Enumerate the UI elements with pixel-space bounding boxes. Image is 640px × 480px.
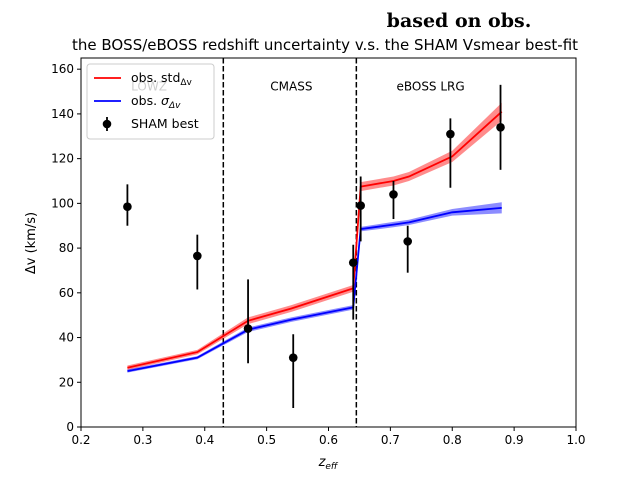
x-tick-label: 1.0 (566, 433, 585, 447)
data-point-8 (446, 118, 455, 188)
y-tick-label: 80 (59, 241, 74, 255)
plot-area: LOWZCMASSeBOSS LRG (80, 57, 577, 428)
data-point-7 (403, 225, 413, 273)
y-axis: 0 20 40 60 80 100 120 140 160 (51, 62, 81, 434)
data-point-9 (496, 84, 505, 170)
x-tick-label: 0.3 (133, 433, 152, 447)
data-point-1 (193, 234, 202, 290)
point-marker (123, 202, 132, 212)
series-band-0 (127, 102, 502, 370)
data-point-5 (356, 176, 365, 242)
series-band-1 (127, 202, 502, 373)
point-marker (348, 258, 358, 267)
legend-label-std: obs. stdΔv (131, 70, 193, 88)
y-tick-label: 100 (51, 196, 74, 210)
point-marker (356, 201, 365, 210)
legend-box (86, 63, 215, 140)
series-line-0 (127, 111, 503, 369)
series-line-1 (127, 206, 502, 372)
x-tick-label: 0.2 (71, 433, 90, 447)
x-tick-label: 0.5 (257, 433, 276, 447)
point-marker (496, 123, 505, 132)
legend-label-sham: SHAM best (131, 116, 199, 131)
y-tick-label: 40 (59, 331, 74, 345)
chart-title: the BOSS/eBOSS redshift uncertainty v.s.… (72, 36, 578, 54)
point-marker (403, 237, 413, 246)
data-point-2 (243, 279, 253, 364)
point-marker (243, 324, 253, 333)
x-tick-label: 0.6 (319, 433, 338, 447)
y-tick-label: 160 (51, 62, 74, 76)
legend-swatch-sham-marker (102, 119, 112, 129)
figure-suptitle: based on obs. (387, 10, 532, 32)
point-marker (446, 129, 455, 139)
y-axis-label: Δv (km/s) (24, 212, 39, 274)
y-tick-label: 20 (59, 375, 74, 389)
data-point-6 (389, 181, 398, 220)
y-tick-label: 60 (59, 286, 74, 300)
point-marker (193, 251, 202, 261)
legend: obs. stdΔv obs. σΔv SHAM best (86, 63, 215, 140)
legend-label-sigma: obs. σΔv (131, 93, 181, 111)
data-point-3 (288, 334, 298, 408)
region-label-1: CMASS (270, 80, 312, 94)
y-tick-label: 140 (51, 107, 74, 121)
x-tick-label: 0.9 (505, 433, 524, 447)
y-tick-label: 0 (66, 420, 74, 434)
x-tick-label: 0.7 (381, 433, 400, 447)
data-point-4 (348, 244, 358, 320)
region-label-2: eBOSS LRG (396, 80, 464, 94)
y-tick-label: 120 (51, 152, 74, 166)
point-marker (389, 190, 398, 199)
x-tick-label: 0.8 (443, 433, 462, 447)
data-point-0 (123, 184, 132, 226)
x-tick-label: 0.4 (195, 433, 214, 447)
x-axis: 0.2 0.3 0.4 0.5 0.6 0.7 0.8 0.9 1.0 (71, 427, 586, 447)
point-marker (288, 353, 298, 362)
x-axis-label: zeff (318, 455, 339, 472)
